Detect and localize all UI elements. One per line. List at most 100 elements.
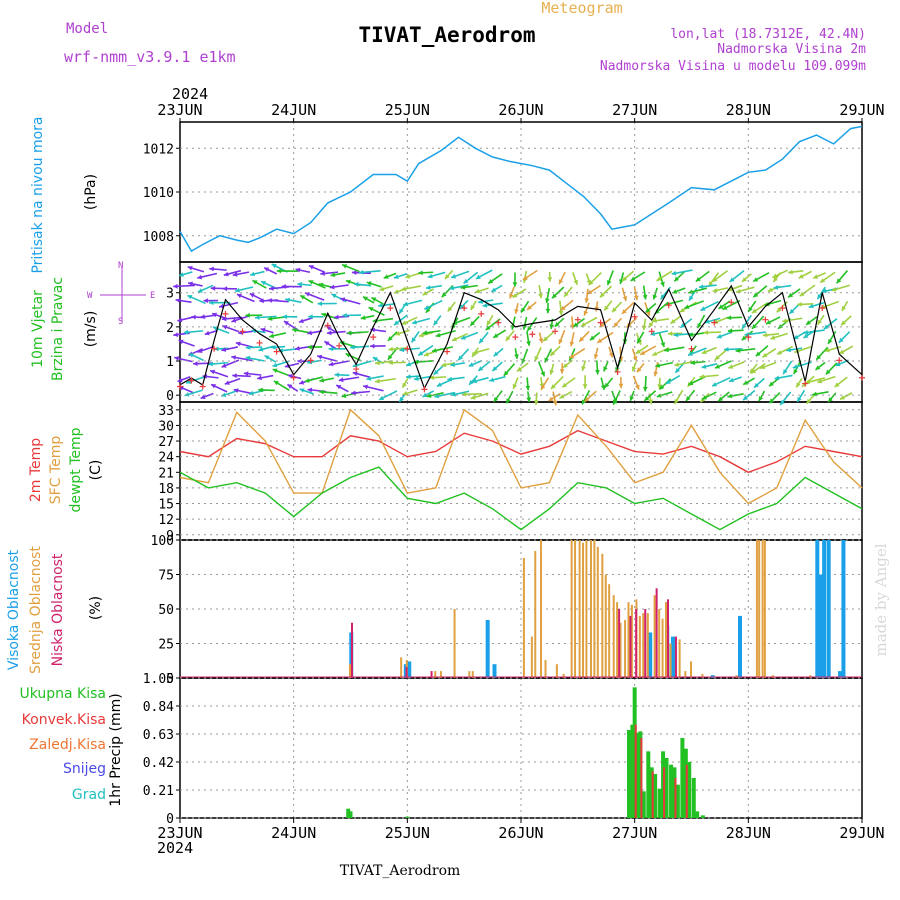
high-cloud-bar [485,620,490,678]
low-cloud-bar [666,599,669,678]
wind-arrowhead [232,373,237,379]
wind-arrowhead [799,291,805,297]
high-cloud-bar [841,540,846,678]
mid-cloud-label: Srednja Oblacnost [28,546,44,674]
date-label: 28JUN [726,101,771,119]
wind-arrowhead [525,385,531,391]
wind-gust-marker [648,328,655,335]
wind-arrowhead [656,393,662,398]
low-cloud-label: Niska Oblacnost [50,553,66,666]
wind-gust-marker [614,368,621,375]
wind-gust-marker [239,328,246,335]
wind-arrowhead [249,390,254,396]
total-precip-bar [641,791,646,818]
wind-arrowhead [470,395,476,400]
wind-arrowhead [441,292,447,298]
wind-arrowhead [633,295,639,301]
wind-arrowhead [422,392,428,397]
wind-arrowhead [543,336,549,342]
wind-arrowhead [690,360,696,366]
wind-arrowhead [724,347,729,352]
model-label: Model [66,21,108,37]
wind-arrowhead [475,274,481,279]
y-tick-label: 0.42 [143,756,174,771]
wind-gust-marker [353,366,360,373]
wind-arrowhead [648,399,653,405]
compass-w: W [87,291,93,301]
wind-arrowhead [660,281,665,287]
wind-arrowhead [488,279,494,284]
wind-arrowhead [559,394,565,399]
wind-arrowhead [581,399,587,405]
wind-arrowhead [276,268,282,274]
wind-arrowhead [671,270,677,276]
high-cloud-bar [738,615,743,678]
wind-arrowhead [260,327,266,333]
wind-arrowhead [559,369,565,374]
wind-arrowhead [755,351,761,357]
wind-arrowhead [470,305,475,310]
wind-arrowhead [618,383,624,389]
wind-gust-marker [631,313,638,320]
wind-gust-marker [177,383,183,390]
wind-arrowhead [751,368,757,374]
wind-arrowhead [257,375,262,381]
wind-arrowhead [245,313,250,318]
y-tick-label: 2 [166,321,174,336]
wind-arrowhead [308,265,314,270]
wind-arrowhead [295,346,300,351]
wind-arrowhead [505,335,511,341]
wind-arrowhead [267,298,273,303]
low-cloud-bar [351,622,353,678]
wind-arrowhead [606,280,612,286]
wind-arrowhead [299,380,305,385]
wind-arrowhead [774,375,780,381]
wind-arrowhead [841,305,847,311]
wind-arrowhead [255,315,260,320]
wind-arrowhead [328,361,334,367]
wind-arrowhead [235,341,241,347]
wind-arrowhead [540,371,545,377]
wind-arrowhead [797,302,802,307]
wind-arrowhead [773,277,778,282]
wind-gust-marker [290,374,297,381]
y-tick-label: 21 [158,466,174,481]
wind-arrowhead [235,287,240,293]
high-cloud-bar [815,540,820,678]
wind-gust-marker [495,319,502,326]
wind-arrowhead [472,349,478,355]
sfc-temp-line [179,408,863,505]
wind-arrowhead [820,278,826,283]
wind-arrowhead [252,280,258,285]
wind-gust-marker [597,319,604,326]
y-tick-label: 100 [151,534,174,549]
wind-arrowhead [698,284,704,289]
wind-arrowhead [187,265,193,271]
wind-arrowhead [493,351,499,357]
wind-arrowhead [512,384,518,389]
wind-arrowhead [342,264,347,269]
wind-arrowhead [613,322,619,328]
wind-arrowhead [679,307,685,313]
wind-arrowhead [806,398,812,404]
y-tick-label: 1012 [143,142,174,157]
wind-arrowhead [187,295,193,300]
conv-precip-bar [674,778,677,818]
mid-cloud-bar [544,660,547,678]
wind-arrowhead [378,303,383,308]
total-precip-bar [634,732,639,818]
wind-arrowhead [512,293,518,298]
wind-arrowhead [621,309,627,314]
wind-arrowhead [702,395,707,400]
wind-arrowhead [726,315,732,321]
wind-arrowhead [686,396,691,401]
wind-arrowhead [632,356,638,361]
wind-arrowhead [224,380,230,385]
date-labels-top: 23JUN 24JUN 25JUN 26JUN 27JUN 28JUN 29JUN [157,101,884,119]
precip-panel: 1hr Precip (mm) Ukupna Kisa Konvek.Kisa … [19,686,124,807]
wind-arrowhead [753,292,759,298]
pressure-label: Pritisak na nivou mora [30,116,46,273]
wind-arrowhead [424,351,429,357]
wind-arrowhead [762,332,768,338]
wind-arrowhead [304,378,310,383]
